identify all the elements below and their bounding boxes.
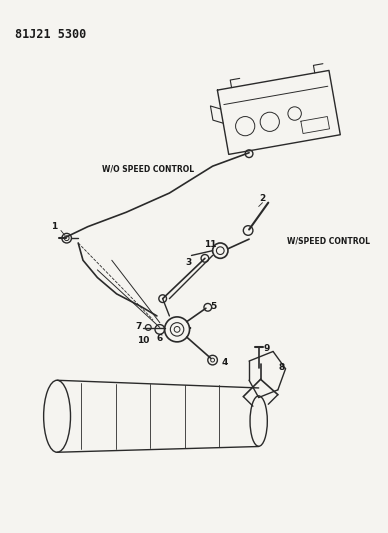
Text: 4: 4 [222, 359, 228, 367]
Text: 1: 1 [51, 222, 57, 231]
Text: 81J21 5300: 81J21 5300 [15, 28, 86, 41]
Text: W/O SPEED CONTROL: W/O SPEED CONTROL [102, 165, 194, 174]
Text: 8: 8 [279, 364, 285, 372]
Text: 3: 3 [185, 257, 192, 266]
Text: 2: 2 [260, 195, 266, 203]
Text: 5: 5 [210, 302, 217, 311]
Text: 11: 11 [204, 240, 217, 249]
Text: W/SPEED CONTROL: W/SPEED CONTROL [288, 237, 371, 246]
Text: 10: 10 [137, 336, 150, 345]
Text: 9: 9 [263, 344, 270, 353]
Text: 6: 6 [157, 335, 163, 343]
Text: 7: 7 [135, 322, 142, 331]
